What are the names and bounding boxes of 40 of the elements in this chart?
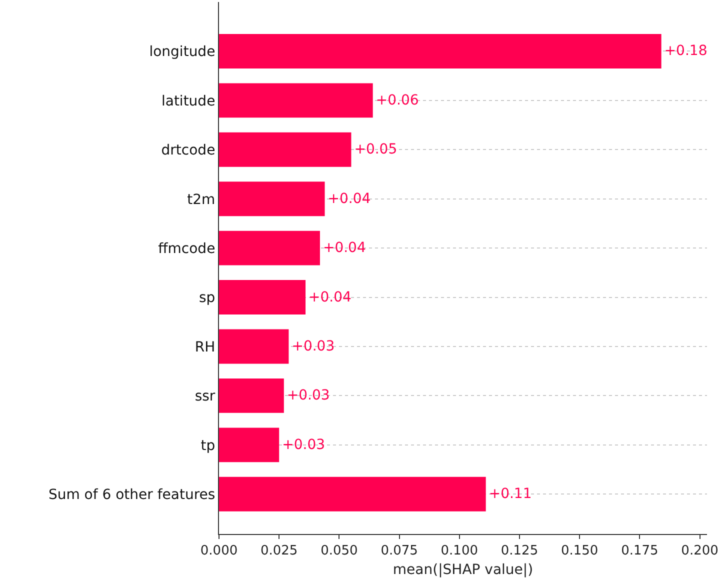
- y-tick-label: Sum of 6 other features: [48, 487, 216, 504]
- x-tick-label: 0.075: [380, 544, 418, 559]
- x-tick-label: 0.175: [621, 544, 658, 559]
- x-tick-label: 0.000: [200, 544, 238, 559]
- data-label: +0.18: [664, 43, 708, 60]
- y-tick-label: longitude: [149, 44, 216, 60]
- y-tick-label: RH: [194, 339, 216, 356]
- data-label: +0.03: [286, 388, 330, 404]
- bar: [219, 34, 662, 68]
- y-tick-label: t2m: [187, 192, 216, 208]
- bar: [219, 329, 289, 364]
- data-label: +0.04: [322, 240, 366, 256]
- bar: [219, 230, 320, 266]
- y-tick-label: drtcode: [161, 142, 216, 159]
- x-tick-label: 0.100: [440, 544, 478, 559]
- bar: [219, 378, 284, 413]
- x-tick-label: 0.125: [500, 544, 538, 559]
- bar: [219, 428, 280, 462]
- data-label: +0.03: [292, 338, 335, 354]
- data-label: +0.04: [328, 190, 371, 207]
- data-label: +0.03: [282, 436, 326, 453]
- data-label: +0.11: [488, 486, 532, 502]
- bar: [219, 280, 306, 315]
- x-tick-label: 0.200: [681, 544, 718, 559]
- bar: [219, 182, 325, 216]
- data-label: +0.04: [308, 289, 352, 306]
- x-axis-title: mean(|SHAP value|): [392, 562, 534, 578]
- y-tick-label: ssr: [194, 388, 216, 405]
- data-label: +0.05: [354, 142, 398, 158]
- bar: [219, 476, 486, 512]
- y-tick-label: ffmcode: [158, 240, 216, 257]
- y-tick-label: tp: [200, 438, 216, 454]
- y-tick-label: latitude: [161, 93, 216, 110]
- x-tick-label: 0.150: [560, 544, 598, 559]
- x-tick-label: 0.050: [320, 544, 358, 559]
- bar: [219, 83, 373, 118]
- data-label: +0.06: [376, 92, 419, 108]
- y-tick-label: sp: [199, 290, 216, 306]
- bar: [219, 132, 352, 167]
- x-tick-label: 0.025: [260, 544, 298, 559]
